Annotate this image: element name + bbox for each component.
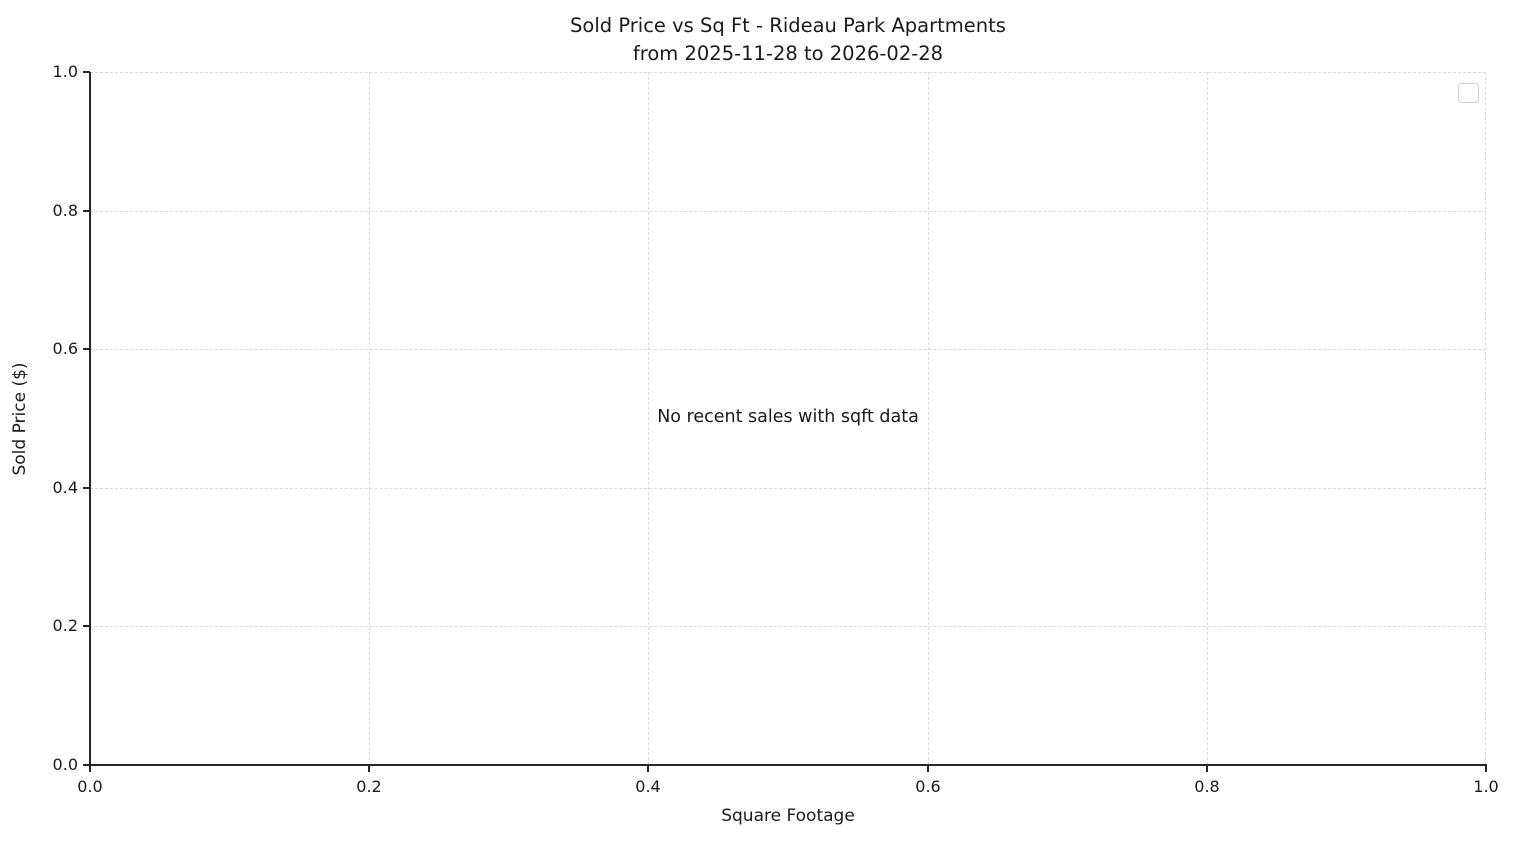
x-axis-label: Square Footage (721, 806, 855, 826)
x-tick-label: 0.4 (635, 777, 661, 796)
y-tick-mark (83, 625, 90, 627)
gridline-horizontal (90, 210, 1486, 212)
y-tick-label: 1.0 (52, 62, 78, 81)
y-tick-mark (83, 764, 90, 766)
x-tick-mark (1206, 765, 1208, 772)
y-tick-label: 0.0 (52, 755, 78, 774)
chart-title-block: Sold Price vs Sq Ft - Rideau Park Apartm… (90, 12, 1486, 68)
y-tick-label: 0.8 (52, 201, 78, 220)
legend-box (1458, 83, 1479, 103)
y-tick-mark (83, 348, 90, 350)
x-tick-mark (89, 765, 91, 772)
y-axis-label-text: Sold Price ($) (10, 362, 30, 476)
y-axis-spine (89, 72, 91, 765)
x-tick-label: 0.2 (356, 777, 382, 796)
chart-title: Sold Price vs Sq Ft - Rideau Park Apartm… (570, 14, 1006, 37)
y-tick-mark (83, 71, 90, 73)
gridline-vertical (369, 72, 371, 765)
x-tick-mark (1485, 765, 1487, 772)
x-tick-mark (927, 765, 929, 772)
x-tick-label: 0.0 (77, 777, 103, 796)
y-tick-mark (83, 487, 90, 489)
gridline-vertical (648, 72, 650, 765)
x-tick-label: 0.8 (1194, 777, 1220, 796)
gridline-horizontal (90, 626, 1486, 628)
gridline-vertical (1206, 72, 1208, 765)
gridline-horizontal (90, 72, 1486, 73)
plot-area: No recent sales with sqft data (89, 72, 1487, 766)
x-tick-label: 0.6 (915, 777, 941, 796)
x-tick-label: 1.0 (1473, 777, 1499, 796)
x-tick-mark (368, 765, 370, 772)
gridline-vertical (1485, 72, 1486, 765)
gridline-vertical (927, 72, 929, 765)
gridline-horizontal (90, 349, 1486, 351)
y-tick-label: 0.4 (52, 478, 78, 497)
no-data-annotation: No recent sales with sqft data (657, 406, 919, 427)
y-tick-label: 0.6 (52, 339, 78, 358)
y-tick-mark (83, 210, 90, 212)
x-axis-spine (89, 764, 1487, 766)
y-tick-label: 0.2 (52, 616, 78, 635)
chart-subtitle: from 2025-11-28 to 2026-02-28 (632, 42, 944, 65)
x-tick-mark (647, 765, 649, 772)
gridline-horizontal (90, 487, 1486, 489)
